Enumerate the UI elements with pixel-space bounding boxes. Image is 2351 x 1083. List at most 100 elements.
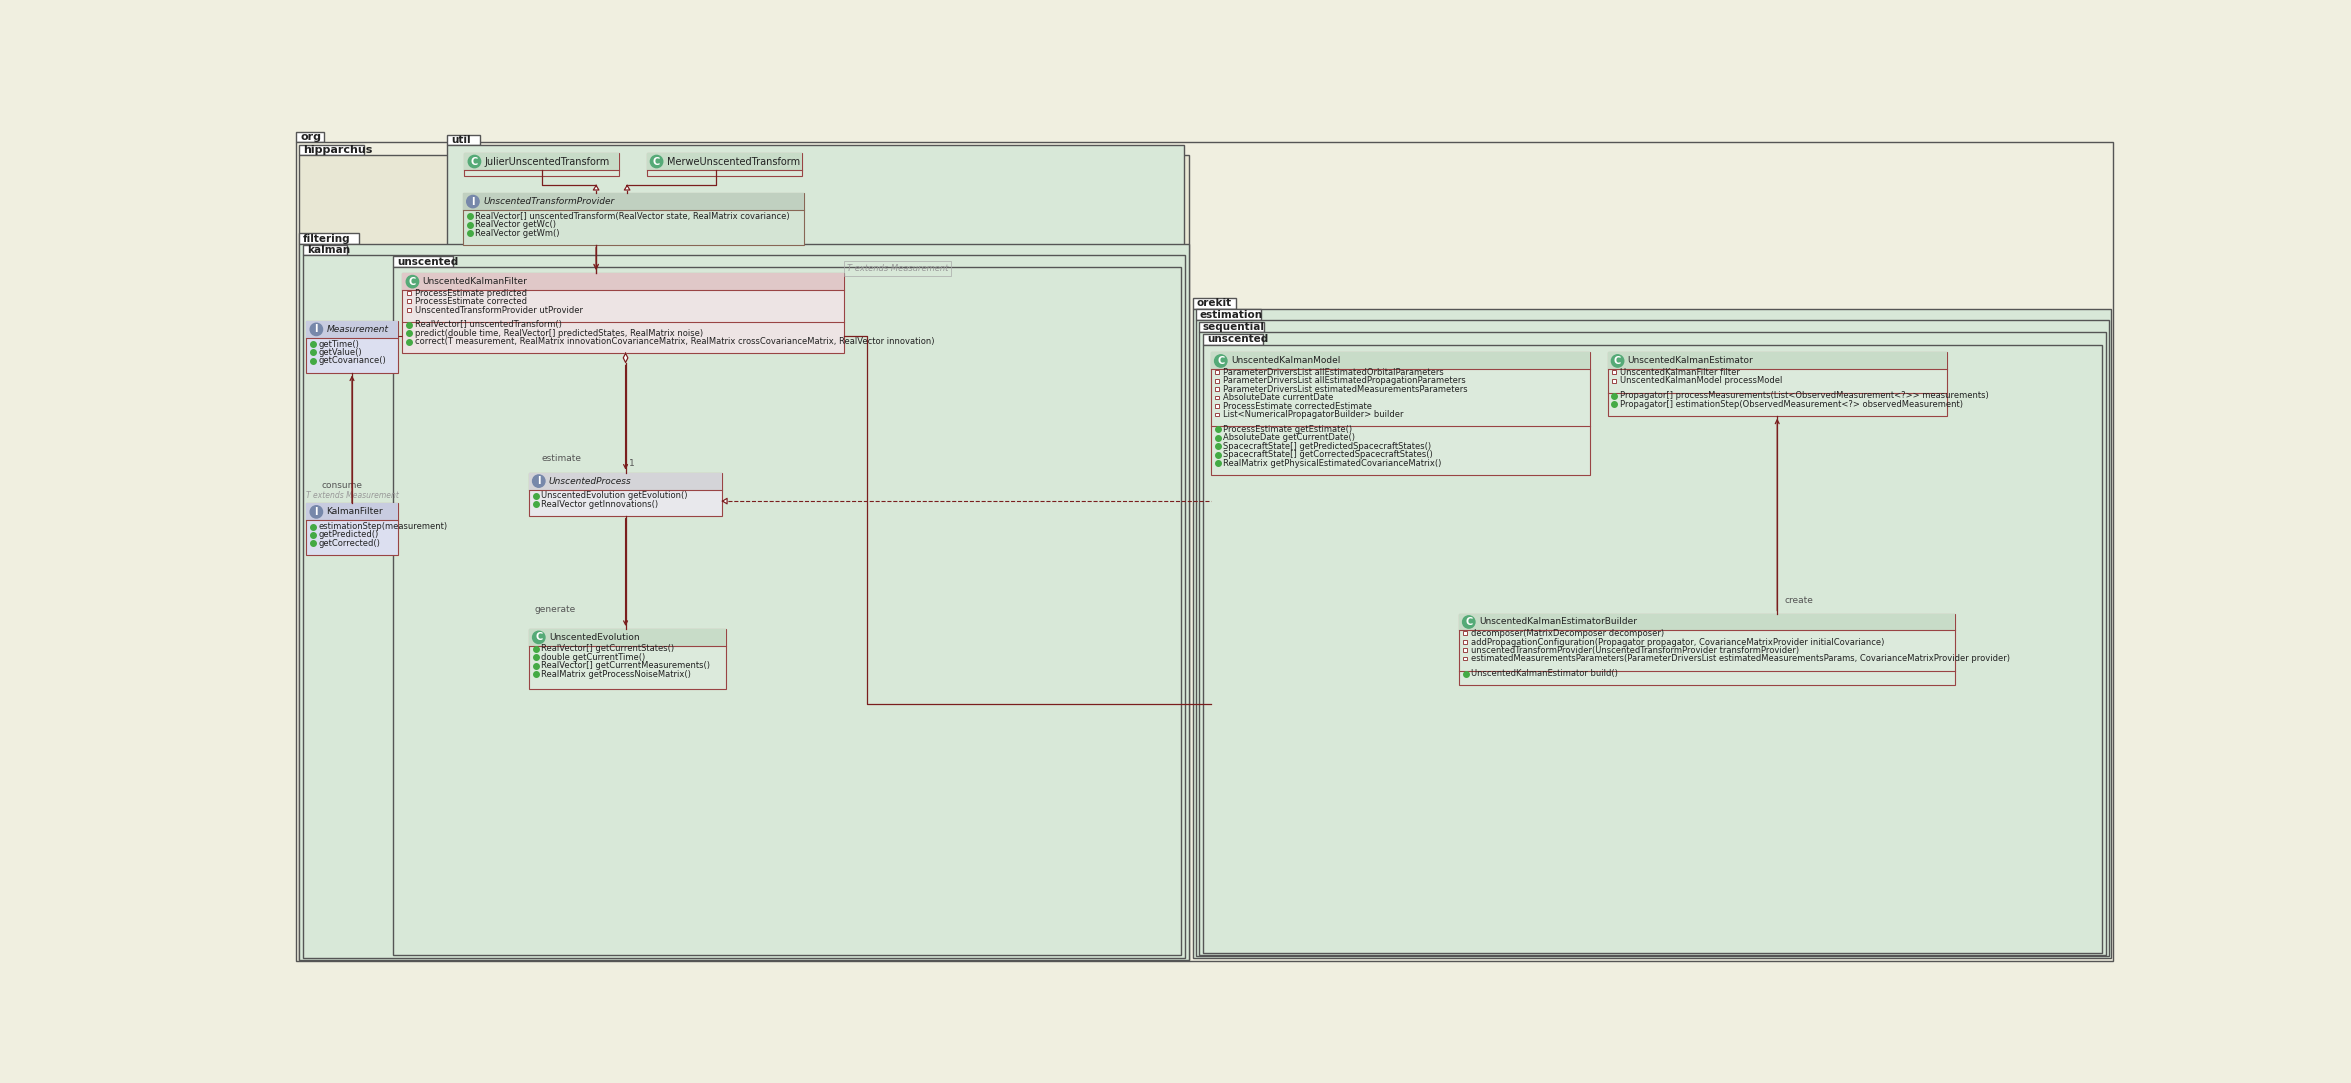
Text: filtering: filtering: [303, 234, 350, 244]
Polygon shape: [623, 353, 628, 363]
Text: hipparchus: hipparchus: [303, 145, 371, 155]
Bar: [296, 131, 324, 142]
Text: Measurement: Measurement: [327, 325, 388, 334]
Text: AbsoluteDate currentDate: AbsoluteDate currentDate: [1223, 393, 1333, 403]
Bar: [1197, 321, 2109, 956]
Bar: [393, 257, 454, 268]
Text: getTime(): getTime(): [320, 339, 360, 349]
Text: UnscentedKalmanEstimator build(): UnscentedKalmanEstimator build(): [1472, 669, 1617, 678]
Bar: [402, 273, 844, 353]
Text: consume: consume: [322, 481, 362, 490]
Text: ParameterDriversList estimatedMeasurementsParameters: ParameterDriversList estimatedMeasuremen…: [1223, 384, 1467, 394]
Text: UnscentedEvolution getEvolution(): UnscentedEvolution getEvolution(): [541, 492, 686, 500]
Text: estimatedMeasurementsParameters(ParameterDriversList estimatedMeasurementsParams: estimatedMeasurementsParameters(Paramete…: [1472, 654, 2010, 664]
Bar: [1215, 379, 1220, 382]
Text: ProcessEstimate getEstimate(): ProcessEstimate getEstimate(): [1223, 425, 1352, 434]
Text: ParameterDriversList allEstimatedOrbitalParameters: ParameterDriversList allEstimatedOrbital…: [1223, 368, 1444, 377]
Bar: [1462, 656, 1467, 661]
Bar: [1215, 413, 1220, 416]
Text: T extends Measurement: T extends Measurement: [846, 264, 947, 273]
Text: C: C: [1613, 356, 1622, 366]
Circle shape: [651, 155, 663, 168]
Bar: [1462, 631, 1467, 635]
Text: List<NumericalPropagatorBuilder> builder: List<NumericalPropagatorBuilder> builder: [1223, 410, 1404, 419]
Text: RealVector[] getCurrentMeasurements(): RealVector[] getCurrentMeasurements(): [541, 662, 710, 670]
Bar: [1608, 352, 1947, 416]
Text: getValue(): getValue(): [320, 348, 362, 357]
Text: RealVector getWc(): RealVector getWc(): [475, 220, 557, 230]
Polygon shape: [722, 498, 726, 504]
Text: getCorrected(): getCorrected(): [320, 539, 381, 548]
Text: C: C: [409, 276, 416, 287]
Text: C: C: [654, 157, 661, 167]
Text: estimationStep(measurement): estimationStep(measurement): [320, 522, 447, 531]
Bar: [465, 153, 618, 177]
Text: estimation: estimation: [1199, 310, 1262, 319]
Bar: [1192, 298, 1237, 309]
Text: decomposer(MatrixDecomposer decomposer): decomposer(MatrixDecomposer decomposer): [1472, 629, 1665, 638]
Bar: [402, 273, 844, 290]
Text: RealVector[] unscentedTransform(RealVector state, RealMatrix covariance): RealVector[] unscentedTransform(RealVect…: [475, 211, 790, 221]
Bar: [1215, 370, 1220, 374]
Bar: [529, 629, 726, 645]
Text: UnscentedKalmanEstimatorBuilder: UnscentedKalmanEstimatorBuilder: [1479, 617, 1636, 626]
Text: orekit: orekit: [1197, 298, 1232, 309]
Bar: [1204, 344, 2102, 953]
Text: I: I: [315, 507, 317, 517]
Polygon shape: [625, 185, 630, 190]
Bar: [447, 145, 1183, 262]
Bar: [1613, 370, 1615, 374]
Circle shape: [310, 323, 322, 336]
Bar: [299, 233, 360, 244]
Bar: [1204, 334, 1262, 344]
Text: I: I: [470, 197, 475, 207]
Circle shape: [468, 195, 480, 208]
Text: sequential: sequential: [1204, 322, 1265, 332]
Bar: [1462, 648, 1467, 652]
Bar: [1197, 310, 1260, 321]
Text: UnscentedEvolution: UnscentedEvolution: [548, 632, 639, 642]
Text: util: util: [451, 135, 470, 145]
Circle shape: [310, 506, 322, 518]
Bar: [463, 193, 804, 245]
Text: ProcessEstimate predicted: ProcessEstimate predicted: [414, 289, 527, 298]
Text: RealVector[] unscentedTransform(): RealVector[] unscentedTransform(): [414, 321, 562, 329]
Bar: [299, 145, 364, 155]
Bar: [1215, 387, 1220, 391]
Text: ParameterDriversList allEstimatedPropagationParameters: ParameterDriversList allEstimatedPropaga…: [1223, 377, 1467, 386]
Circle shape: [1610, 355, 1625, 367]
Text: RealVector getInnovations(): RealVector getInnovations(): [541, 499, 658, 509]
Text: UnscentedKalmanModel processModel: UnscentedKalmanModel processModel: [1620, 377, 1782, 386]
Text: UnscentedTransformProvider: UnscentedTransformProvider: [482, 197, 614, 206]
Bar: [407, 308, 411, 312]
Text: ProcessEstimate corrected: ProcessEstimate corrected: [414, 297, 527, 306]
Bar: [447, 134, 480, 145]
Bar: [303, 256, 1185, 957]
Text: addPropagationConfiguration(Propagator propagator, CovarianceMatrixProvider init: addPropagationConfiguration(Propagator p…: [1472, 638, 1886, 647]
Text: MerweUnscentedTransform: MerweUnscentedTransform: [668, 157, 799, 167]
Circle shape: [534, 631, 545, 643]
Circle shape: [1215, 355, 1227, 367]
Bar: [529, 629, 726, 689]
Text: I: I: [315, 325, 317, 335]
Bar: [407, 299, 411, 303]
Bar: [306, 504, 397, 554]
Circle shape: [1462, 616, 1474, 628]
Text: SpacecraftState[] getCorrectedSpacecraftStates(): SpacecraftState[] getCorrectedSpacecraft…: [1223, 451, 1432, 459]
Text: unscentedTransformProvider(UnscentedTransformProvider transformProvider): unscentedTransformProvider(UnscentedTran…: [1472, 645, 1799, 655]
Bar: [407, 291, 411, 295]
Circle shape: [534, 475, 545, 487]
Text: UnscentedKalmanModel: UnscentedKalmanModel: [1232, 356, 1340, 365]
Bar: [465, 153, 618, 170]
Bar: [463, 193, 804, 210]
Text: UnscentedProcess: UnscentedProcess: [548, 477, 632, 485]
Text: estimate: estimate: [541, 454, 583, 464]
Bar: [306, 321, 397, 373]
Bar: [1613, 379, 1615, 382]
Text: UnscentedKalmanEstimator: UnscentedKalmanEstimator: [1627, 356, 1754, 365]
Text: org: org: [301, 132, 322, 142]
Text: C: C: [536, 632, 543, 642]
Text: C: C: [470, 157, 477, 167]
Bar: [1462, 640, 1467, 643]
Text: UnscentedKalmanFilter filter: UnscentedKalmanFilter filter: [1620, 368, 1740, 377]
